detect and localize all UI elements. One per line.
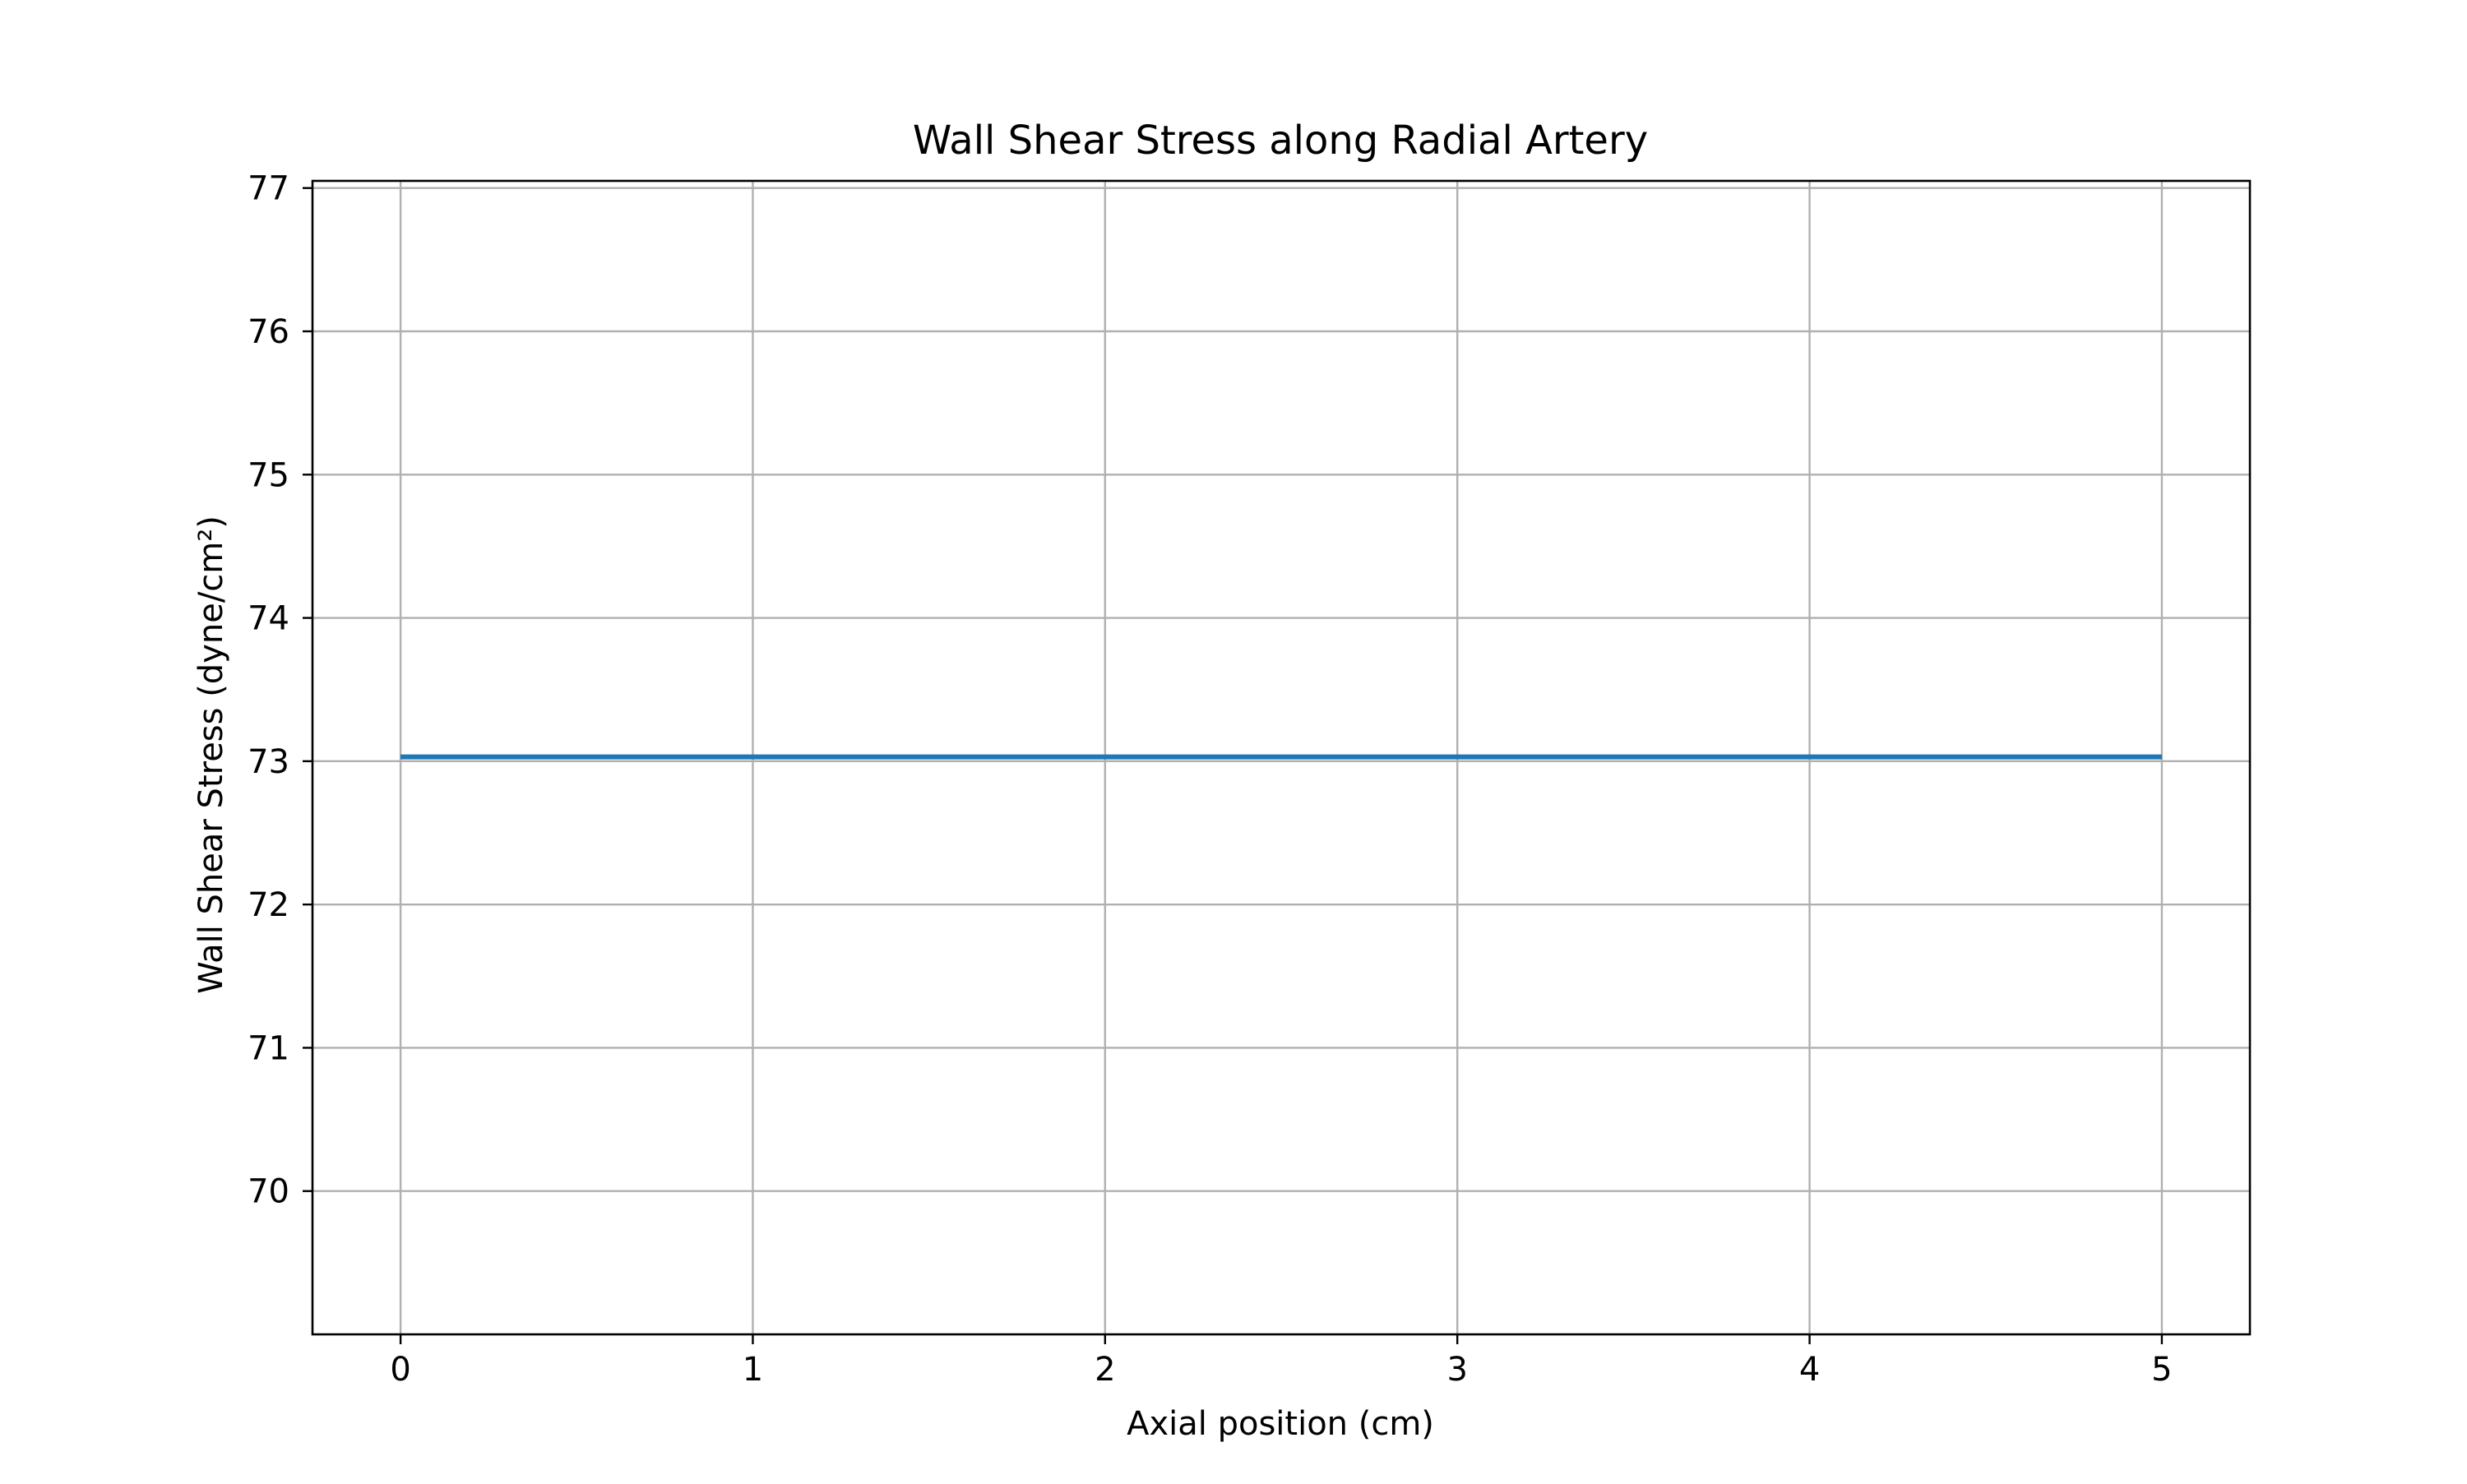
ticks: 0 1 2 3 4 5 70 71 72 73 74 75 76 77 bbox=[248, 170, 2173, 1389]
y-tick-label: 77 bbox=[248, 170, 289, 208]
y-tick-label: 70 bbox=[248, 1173, 289, 1211]
y-tick-label: 73 bbox=[248, 743, 289, 781]
x-tick-label: 1 bbox=[743, 1351, 763, 1389]
y-tick-label: 74 bbox=[248, 600, 289, 638]
y-axis-label: Wall Shear Stress (dyne/cm²) bbox=[192, 515, 230, 994]
x-tick-label: 4 bbox=[1799, 1351, 1820, 1389]
y-tick-label: 71 bbox=[248, 1029, 289, 1067]
plot-frame bbox=[311, 179, 2252, 1336]
y-tick-label: 76 bbox=[248, 313, 289, 351]
x-axis-label: Axial position (cm) bbox=[1127, 1405, 1434, 1443]
x-tick-label: 5 bbox=[2151, 1351, 2172, 1389]
x-tick-label: 0 bbox=[390, 1351, 410, 1389]
x-tick-label: 3 bbox=[1446, 1351, 1467, 1389]
y-tick-label: 75 bbox=[248, 456, 289, 494]
chart-title: Wall Shear Stress along Radial Artery bbox=[913, 118, 1648, 164]
y-tick-label: 72 bbox=[248, 886, 289, 924]
x-tick-label: 2 bbox=[1095, 1351, 1115, 1389]
